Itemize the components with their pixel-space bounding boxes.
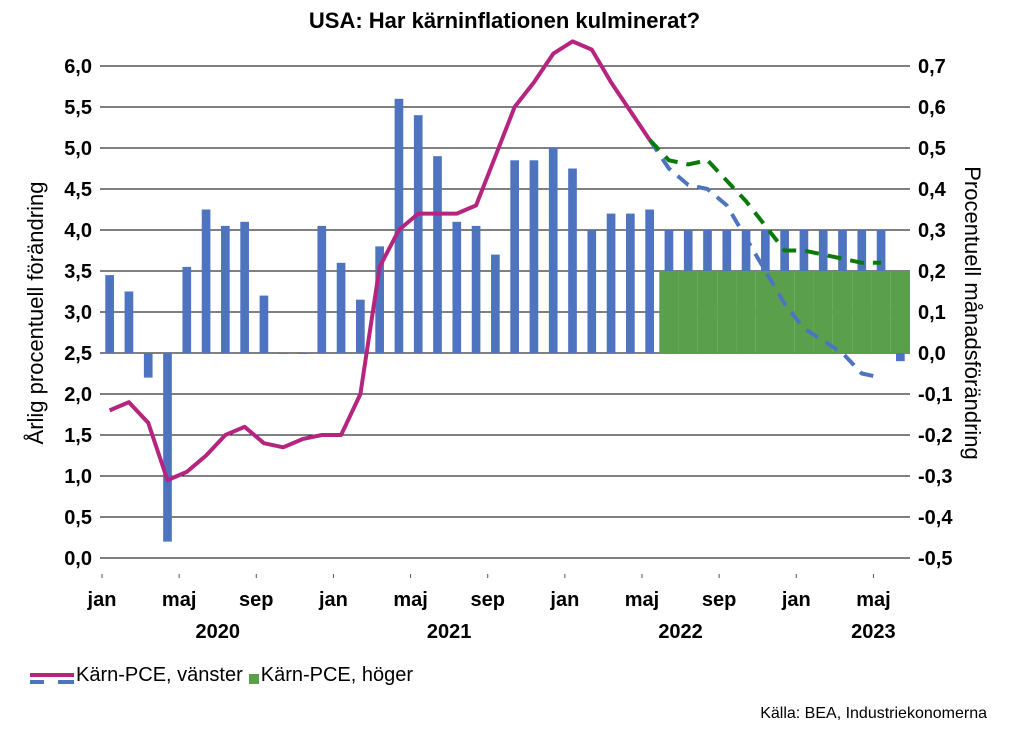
bar-forecast-change (678, 271, 698, 353)
line-forecast-high (648, 138, 882, 265)
left-tick-label: 5,0 (64, 138, 92, 160)
bar-monthly-change (645, 209, 654, 353)
x-month-label: sep (239, 589, 273, 611)
x-month-label: jan (549, 589, 579, 611)
x-month-label: jan (87, 589, 117, 611)
bar-forecast-change (794, 271, 814, 353)
bar-forecast-change (697, 271, 718, 353)
bar-monthly-change (413, 115, 423, 353)
bar-monthly-change (182, 266, 192, 353)
bar-monthly-change (626, 213, 635, 353)
x-month-label: jan (318, 589, 348, 611)
legend: Kärn-PCE, vänster Kärn-PCE, höger (28, 662, 417, 688)
x-year-label: 2021 (427, 621, 472, 643)
x-month-label: jan (781, 589, 811, 611)
bar-monthly-change (201, 209, 211, 353)
x-month-label: maj (856, 589, 890, 611)
bar-monthly-change (278, 353, 288, 354)
left-tick-label: 1,0 (64, 466, 92, 488)
x-month-label: sep (470, 589, 504, 611)
bar-monthly-change (587, 230, 597, 353)
right-tick-label: -0,1 (918, 384, 952, 406)
right-tick-label: 0,4 (918, 179, 947, 201)
x-month-label: maj (162, 589, 196, 611)
right-tick-label: 0,5 (918, 138, 946, 160)
bar-forecast-change (832, 271, 853, 353)
bar-forecast-change (871, 271, 891, 353)
bar-forecast-change (813, 271, 833, 353)
left-tick-label: 4,5 (64, 179, 92, 201)
right-tick-label: 0,1 (918, 302, 946, 324)
x-month-label: maj (625, 589, 659, 611)
bar-monthly-change (394, 98, 404, 353)
legend-line-swatch (28, 668, 76, 684)
left-tick-label: 5,5 (64, 97, 92, 119)
right-tick-label: 0,6 (918, 97, 946, 119)
bar-monthly-change (336, 262, 346, 353)
bar-monthly-change (452, 221, 462, 353)
bar-forecast-change (659, 271, 679, 353)
bar-forecast-change (755, 271, 775, 353)
source-note: Källa: BEA, Industriekonomerna (760, 705, 987, 722)
bar-monthly-change (896, 353, 905, 362)
right-tick-label: 0,7 (918, 56, 946, 78)
bar-monthly-change (375, 246, 384, 353)
bar-monthly-change (298, 353, 307, 354)
bar-monthly-change (221, 225, 230, 353)
bar-monthly-change (105, 275, 114, 353)
line-forecast-low (647, 138, 882, 380)
legend-bar-swatch (247, 668, 261, 684)
right-tick-label: -0,3 (918, 466, 952, 488)
bar-monthly-change (606, 213, 616, 353)
legend-label-left: Kärn-PCE, vänster (76, 663, 243, 686)
bar-monthly-change (143, 353, 153, 378)
left-tick-label: 6,0 (64, 56, 92, 78)
bar-monthly-change (568, 168, 577, 353)
right-tick-label: 0,2 (918, 261, 946, 283)
left-tick-label: 3,0 (64, 302, 92, 324)
left-tick-label: 2,5 (64, 343, 92, 365)
bar-monthly-change (491, 254, 500, 353)
bar-monthly-change (433, 156, 442, 353)
right-tick-label: -0,4 (918, 507, 953, 529)
legend-label-right: Kärn-PCE, höger (260, 663, 414, 686)
right-tick-label: -0,2 (918, 425, 952, 447)
bar-monthly-change (259, 295, 269, 353)
bar-monthly-change (356, 299, 365, 353)
left-axis-label: Årlig procentuell förändring (23, 181, 48, 445)
left-tick-label: 2,0 (64, 384, 92, 406)
right-tick-label: -0,5 (918, 548, 952, 570)
x-month-label: sep (702, 589, 736, 611)
chart-title: USA: Har kärninflationen kulminerat? (308, 8, 701, 33)
left-tick-label: 1,5 (64, 425, 92, 447)
line-annual-change (108, 39, 652, 483)
left-tick-label: 0,5 (64, 507, 92, 529)
bar-monthly-change (548, 148, 558, 353)
bar-monthly-change (529, 160, 539, 353)
bar-forecast-change (775, 271, 795, 353)
x-year-label: 2023 (851, 621, 896, 643)
bar-monthly-change (317, 225, 327, 353)
left-tick-label: 4,0 (64, 220, 92, 242)
bar-monthly-change (510, 160, 519, 353)
bar-monthly-change (124, 291, 134, 353)
bar-monthly-change (163, 353, 172, 542)
x-month-label: maj (393, 589, 427, 611)
left-tick-label: 3,5 (64, 261, 92, 283)
right-tick-label: 0,0 (918, 343, 946, 365)
bar-forecast-change (736, 271, 756, 353)
x-year-label: 2022 (658, 621, 703, 643)
right-axis-label: Procentuell månadsförändring (960, 166, 985, 460)
bar-forecast-change (852, 271, 872, 353)
bar-monthly-change (471, 225, 481, 353)
bar-forecast-change (717, 271, 737, 353)
bar-forecast-change (890, 271, 910, 353)
x-year-label: 2020 (195, 621, 240, 643)
left-tick-label: 0,0 (64, 548, 92, 570)
bar-monthly-change (240, 221, 249, 353)
right-tick-label: 0,3 (918, 220, 946, 242)
